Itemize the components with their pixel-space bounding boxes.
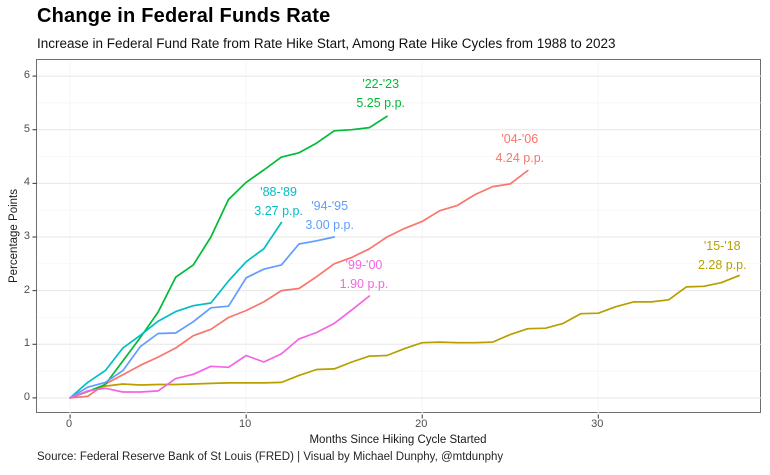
series-line-15--18: [69, 274, 740, 399]
y-tick-label: 6: [23, 69, 30, 82]
series-line-88--89: [69, 221, 283, 399]
page-subtitle: Increase in Federal Fund Rate from Rate …: [37, 36, 616, 51]
series-label: '22-'23 5.25 p.p.: [356, 75, 405, 113]
series-label-name: '04-'06: [501, 132, 539, 147]
chart-panel: [32, 59, 762, 419]
series-label-value: 1.90 p.p.: [339, 277, 389, 292]
series-label-name: '99-'00: [345, 258, 383, 273]
series-label: '88-'89 3.27 p.p.: [254, 183, 303, 221]
y-tick-label: 1: [23, 337, 30, 350]
series-label: '15-'18 2.28 p.p.: [698, 237, 747, 275]
y-tick-label: 2: [23, 283, 30, 296]
series-label: '94-'95 3.00 p.p.: [305, 197, 354, 235]
series-line-22--23: [69, 115, 388, 399]
series-line-04--06: [69, 169, 529, 399]
series-label-value: 3.00 p.p.: [305, 218, 354, 233]
x-tick-label: 0: [66, 418, 73, 430]
series-label-value: 5.25 p.p.: [356, 95, 406, 110]
series-line-99--00: [69, 295, 371, 399]
series-label-value: 2.28 p.p.: [697, 257, 747, 272]
x-axis-title: Months Since Hiking Cycle Started: [309, 434, 487, 446]
y-tick-label: 4: [23, 176, 30, 189]
y-tick-label: 5: [23, 122, 30, 135]
series-label-value: 4.24 p.p.: [495, 151, 545, 166]
series-label: '99-'00 1.90 p.p.: [340, 256, 389, 294]
series-line-94--95: [69, 236, 336, 399]
x-tick-label: 10: [239, 418, 252, 430]
series-label-name: '88-'89: [260, 185, 297, 200]
line-chart: [32, 60, 762, 419]
x-tick-label: 20: [415, 418, 428, 430]
series-label-value: 3.27 p.p.: [254, 204, 303, 219]
y-tick-label: 3: [23, 230, 30, 242]
series-label-name: '22-'23: [362, 76, 400, 91]
series-label: '04-'06 4.24 p.p.: [495, 130, 544, 168]
page-title: Change in Federal Funds Rate: [37, 5, 331, 27]
series-label-name: '94-'95: [311, 199, 349, 214]
source-caption: Source: Federal Reserve Bank of St Louis…: [37, 451, 504, 463]
x-tick-label: 30: [591, 418, 604, 430]
series-label-name: '15-'18: [703, 238, 741, 253]
y-tick-label: 0: [23, 390, 30, 403]
